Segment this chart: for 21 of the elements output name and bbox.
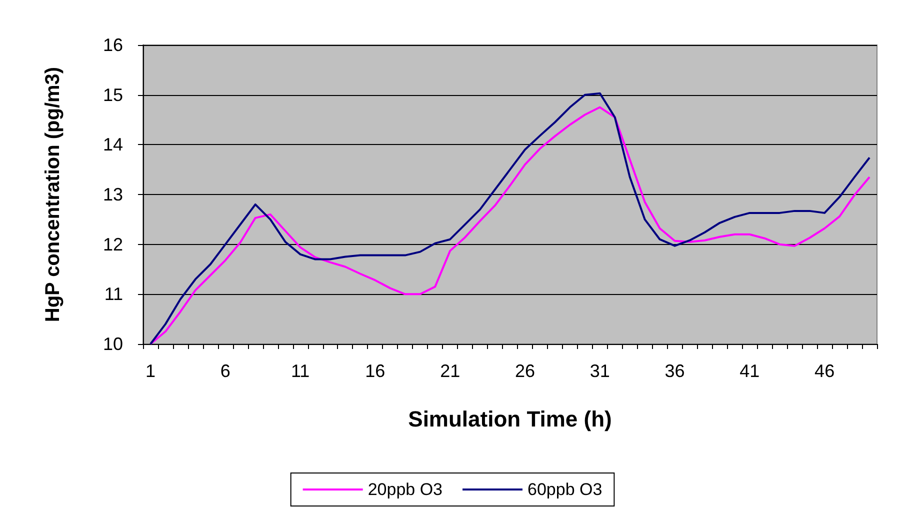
y-tick-label: 12 [102,234,123,254]
y-tick-label: 11 [104,284,123,304]
y-tick-label: 10 [102,334,123,354]
x-tick-label: 11 [290,361,310,381]
x-tick-label: 46 [814,361,835,381]
legend-label: 20ppb O3 [368,480,443,499]
x-tick-label: 36 [664,361,685,381]
x-tick-label: 16 [365,361,386,381]
y-tick-label: 16 [102,35,123,55]
y-tick-label: 14 [102,134,123,155]
y-tick-label: 13 [102,184,123,204]
x-tick-label: 21 [440,361,460,381]
y-axis-title: HgP concentration (pg/m3) [42,66,64,322]
y-tick-label: 15 [102,84,123,105]
x-tick-label: 26 [514,361,535,381]
x-tick-label: 6 [220,361,230,381]
legend-label: 60ppb O3 [528,480,602,499]
x-axis-title: Simulation Time (h) [408,406,612,432]
x-tick-label: 41 [740,361,760,381]
x-tick-label: 1 [145,361,156,381]
x-tick-label: 31 [590,361,610,381]
